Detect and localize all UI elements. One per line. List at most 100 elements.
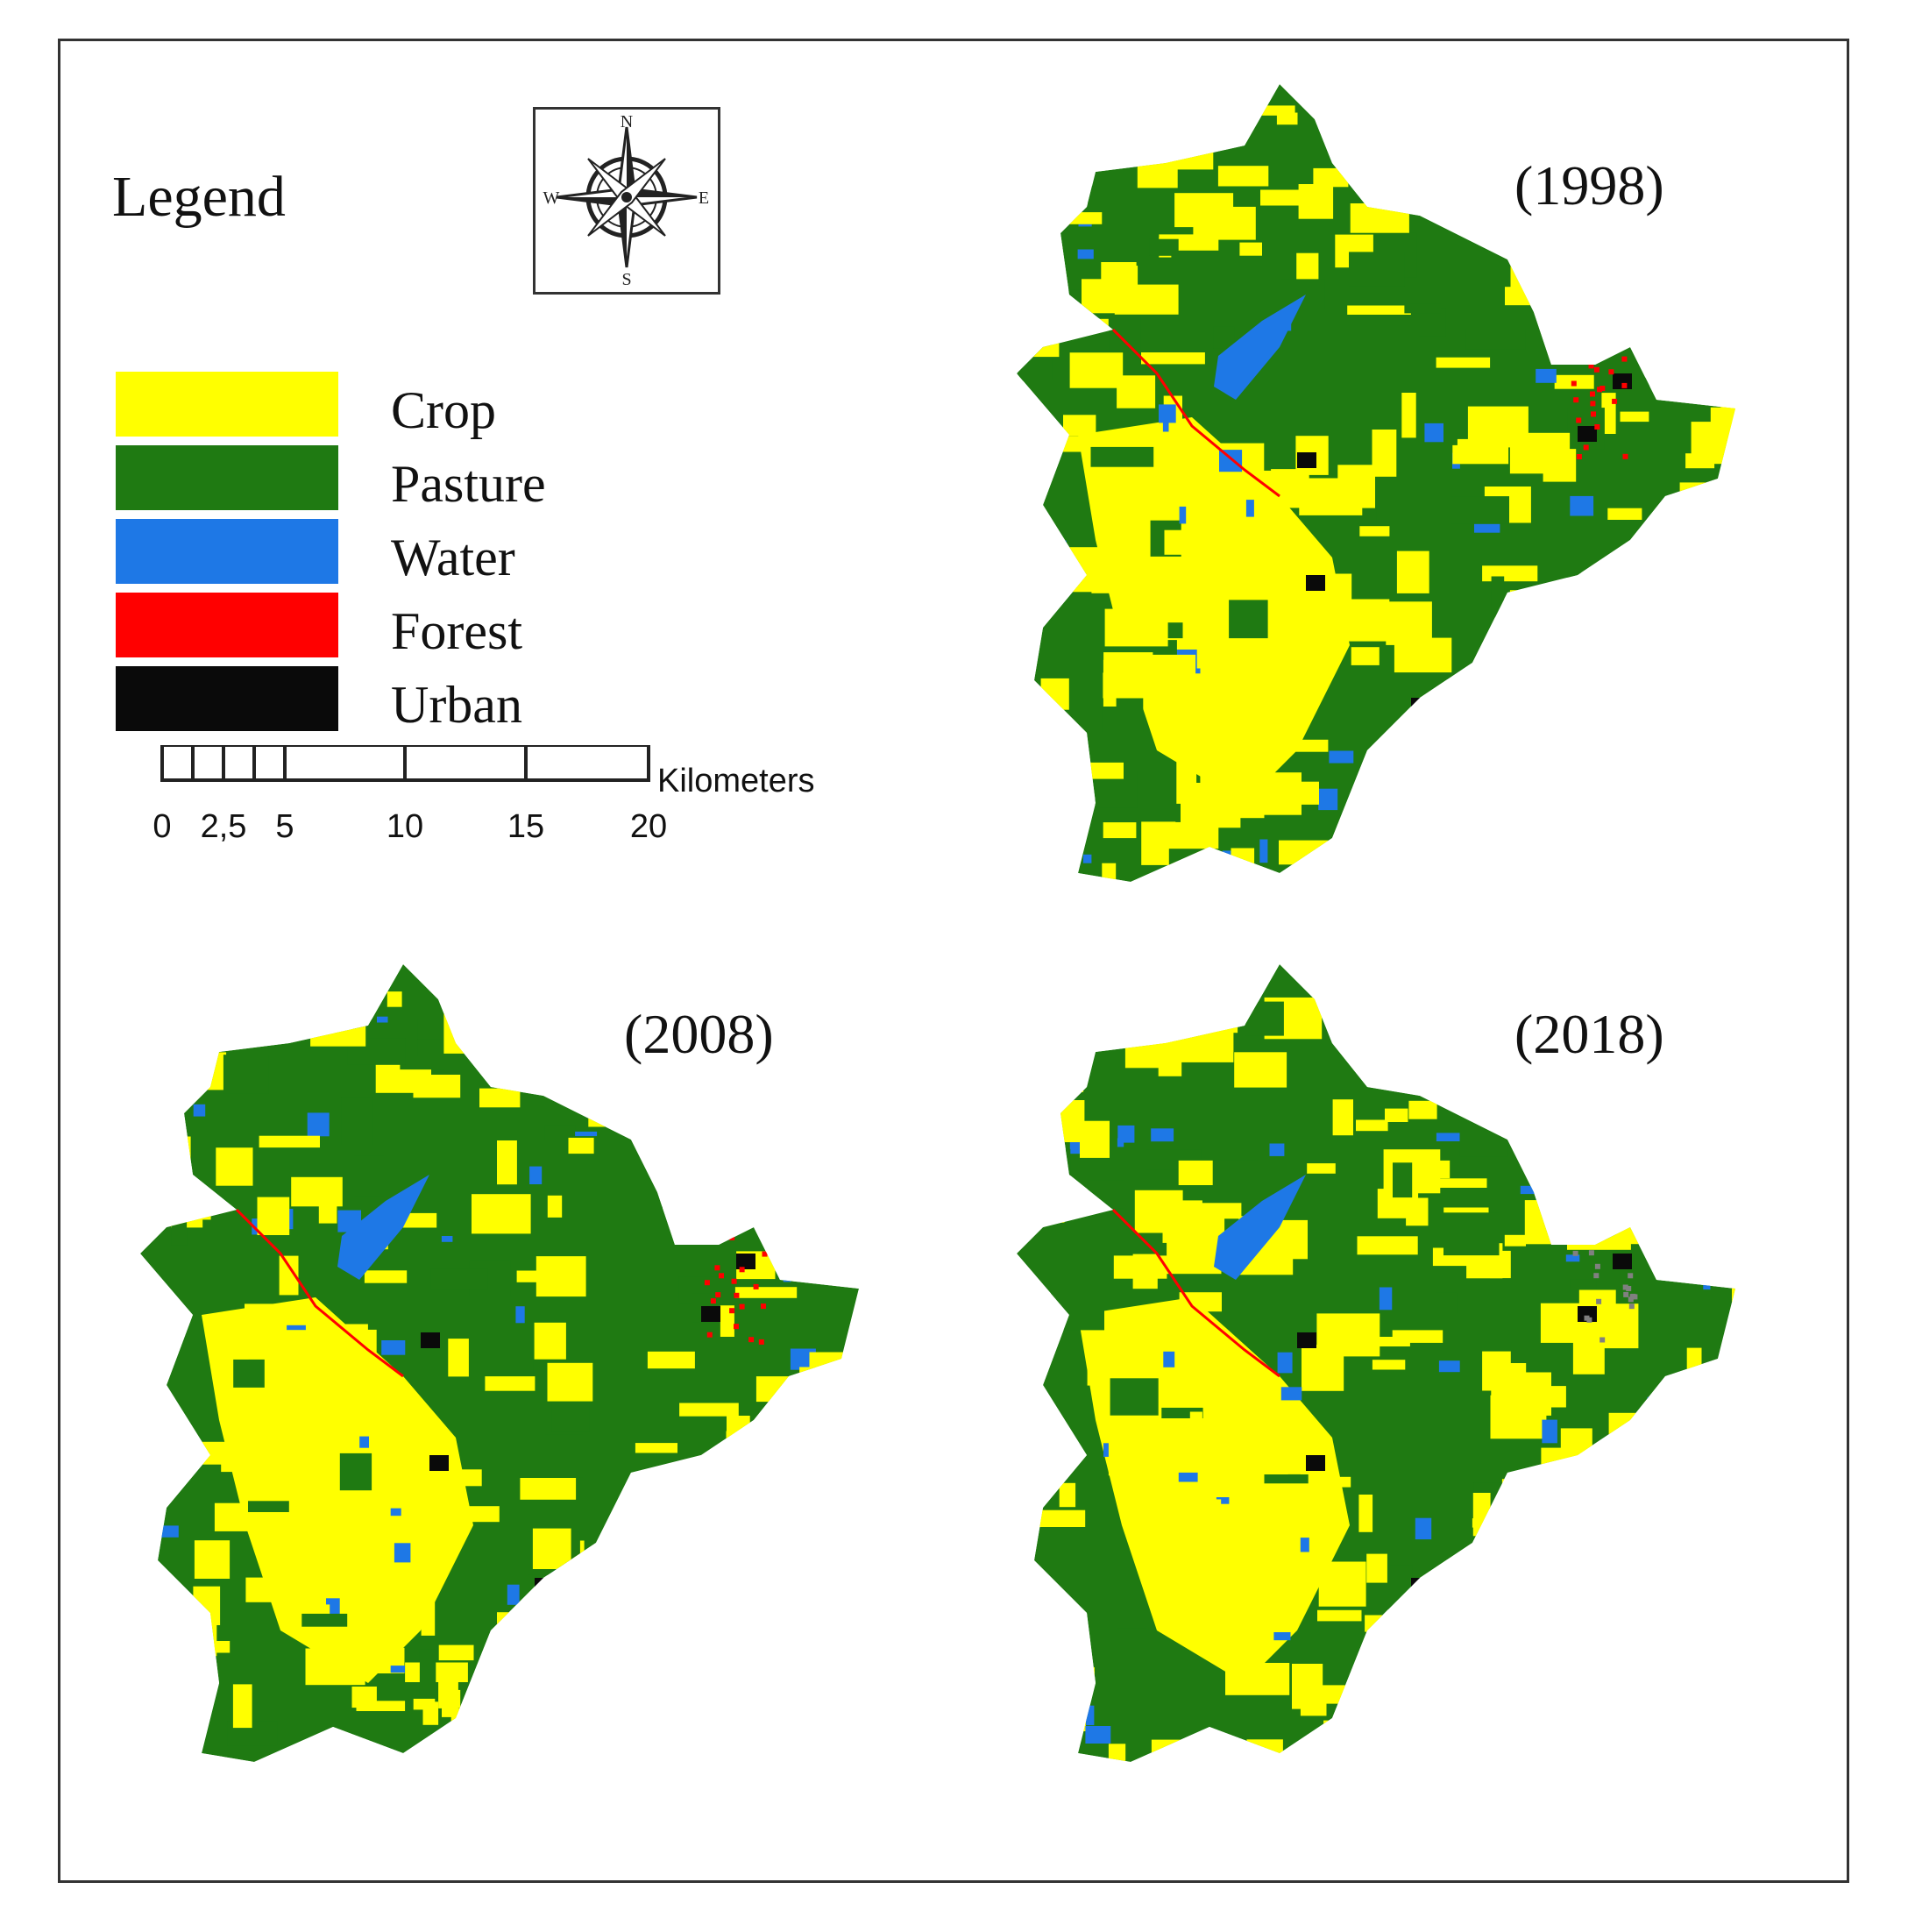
map-patch-pasture: [1662, 1211, 1690, 1224]
map-patch-water: [1550, 853, 1564, 863]
map-patch-crop: [845, 1428, 859, 1455]
map-patch-crop: [1720, 1637, 1735, 1651]
map-patch-crop: [1401, 393, 1416, 438]
map-patch-water: [1280, 1387, 1302, 1401]
map-patch-water: [1647, 1396, 1673, 1403]
map-patch-crop: [799, 1367, 837, 1410]
map-patch-water: [736, 1545, 743, 1561]
map-urban-patch: [1613, 1254, 1632, 1269]
map-town-detail: [729, 1308, 735, 1314]
map-patch-crop: [1022, 339, 1060, 358]
map-patch-crop: [1618, 792, 1649, 836]
compass-box: N S E W: [533, 107, 720, 295]
map-patch-crop: [1279, 840, 1329, 865]
map-patch-crop: [1061, 303, 1077, 327]
map-town-detail: [739, 1267, 745, 1273]
map-patch-crop: [1595, 762, 1645, 775]
map-patch-crop: [583, 1748, 642, 1762]
map-patch-water: [507, 1584, 520, 1605]
map-patch-crop: [1224, 725, 1265, 743]
map-patch-crop: [1472, 1493, 1491, 1537]
map-patch-crop: [1102, 863, 1117, 882]
map-patch-crop: [657, 1661, 702, 1676]
map-patch-crop: [1607, 508, 1642, 520]
map-patch-crop: [1157, 140, 1184, 151]
map-urban-patch: [1411, 1578, 1430, 1594]
map-patch-crop: [1686, 1347, 1702, 1382]
map-patch-crop: [497, 1140, 517, 1185]
map-patch-crop: [618, 1680, 647, 1698]
map-patch-crop: [1559, 683, 1599, 728]
map-patch-crop: [1178, 1160, 1213, 1185]
map-patch-crop: [1524, 1200, 1553, 1245]
map-year-label-1998: (1998): [1514, 154, 1664, 217]
map-town-detail: [1623, 1291, 1629, 1297]
map-patch-crop: [800, 1019, 855, 1046]
map-patch-pasture: [721, 1729, 768, 1753]
map-patch-water: [1649, 224, 1660, 237]
land-use-map-2018: [1017, 964, 1735, 1762]
map-town-detail: [1588, 363, 1594, 369]
map-patch-crop: [1080, 1120, 1110, 1158]
map-patch-crop: [1300, 1692, 1327, 1716]
map-patch-water: [1178, 1472, 1198, 1482]
map-patch-crop: [1193, 684, 1243, 723]
map-patch-crop: [1117, 375, 1156, 408]
map-patch-pasture: [1404, 303, 1441, 314]
map-patch-crop: [1662, 1221, 1711, 1251]
map-patch-crop: [147, 1192, 210, 1218]
map-town-detail: [1572, 1250, 1578, 1256]
map-patch-crop: [1311, 1476, 1351, 1488]
map-town-detail: [734, 1292, 740, 1298]
map-patch-crop: [547, 1195, 563, 1218]
map-town-detail: [1593, 1273, 1599, 1279]
map-patch-pasture: [1626, 1454, 1679, 1471]
map-patch-water: [381, 1340, 406, 1355]
map-patch-pasture: [353, 1155, 385, 1197]
map-patch-crop: [485, 1376, 536, 1391]
map-patch-crop: [1556, 1119, 1588, 1166]
map-patch-crop: [1086, 762, 1124, 779]
map-patch-pasture: [1393, 1162, 1413, 1198]
map-patch-crop: [520, 1478, 577, 1500]
map-patch-crop: [757, 1500, 811, 1546]
map-patch-crop: [1733, 1076, 1735, 1105]
map-patch-crop: [706, 1608, 733, 1645]
map-patch-pasture: [686, 1155, 751, 1176]
map-patch-crop: [1547, 779, 1592, 826]
map-patch-crop: [559, 967, 613, 993]
map-patch-crop: [532, 1528, 571, 1569]
map-patch-pasture: [851, 1054, 859, 1101]
map-town-detail: [1588, 1250, 1594, 1256]
map-patch-crop: [1586, 244, 1628, 289]
map-urban-patch: [429, 1455, 449, 1471]
map-patch-crop: [497, 1612, 546, 1654]
map-patch-water: [1609, 616, 1628, 640]
map-patch-crop: [1198, 1443, 1212, 1465]
map-patch-water: [287, 982, 297, 1004]
map-patch-crop: [1703, 500, 1735, 532]
map-patch-crop: [145, 1579, 167, 1608]
map-town-detail: [729, 1235, 735, 1240]
map-patch-crop: [1436, 357, 1491, 368]
map-patch-pasture: [1168, 849, 1223, 882]
map-patch-crop: [855, 1428, 859, 1464]
map-patch-crop: [1509, 432, 1571, 474]
map-patch-crop: [438, 1644, 474, 1661]
map-patch-crop: [1583, 1641, 1606, 1675]
map-patch-water: [1555, 1622, 1563, 1631]
map-patch-crop: [1702, 533, 1717, 544]
compass-east-label: E: [699, 188, 709, 208]
map-patch-crop: [1392, 1330, 1443, 1343]
map-patch-pasture: [1724, 1380, 1735, 1420]
map-patch-crop: [1039, 1509, 1086, 1527]
map-patch-water: [1076, 749, 1086, 763]
map-patch-crop: [786, 1641, 829, 1680]
map-patch-crop: [1372, 430, 1397, 477]
map-patch-crop: [443, 1007, 470, 1054]
map-patch-crop: [762, 1641, 784, 1663]
legend-swatch-urban: [116, 666, 338, 731]
map-urban-patch: [1613, 373, 1632, 389]
map-patch-pasture: [1533, 1069, 1595, 1088]
map-urban-patch: [1306, 575, 1325, 591]
